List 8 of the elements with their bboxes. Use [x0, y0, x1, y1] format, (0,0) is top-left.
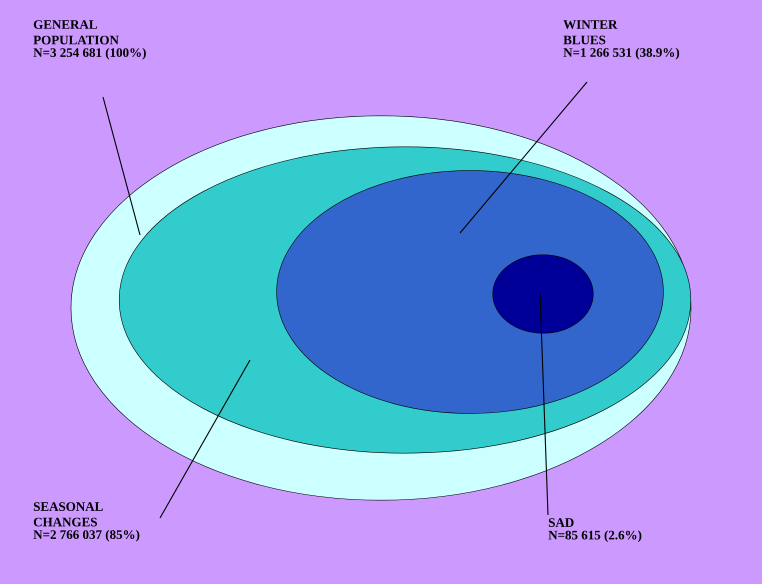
data-label: N=2 766 037 (85%) — [33, 530, 140, 542]
category-label: WINTER BLUES — [563, 20, 618, 44]
category-label: GENERAL POPULATION — [33, 20, 119, 44]
data-label: N=1 266 531 (38.9%) — [563, 48, 680, 60]
category-label: SAD — [548, 518, 574, 527]
category-label: SEASONAL CHANGES — [34, 502, 103, 526]
data-label: N=85 615 (2.6%) — [548, 530, 642, 542]
data-label: N=3 254 681 (100%) — [33, 48, 146, 60]
